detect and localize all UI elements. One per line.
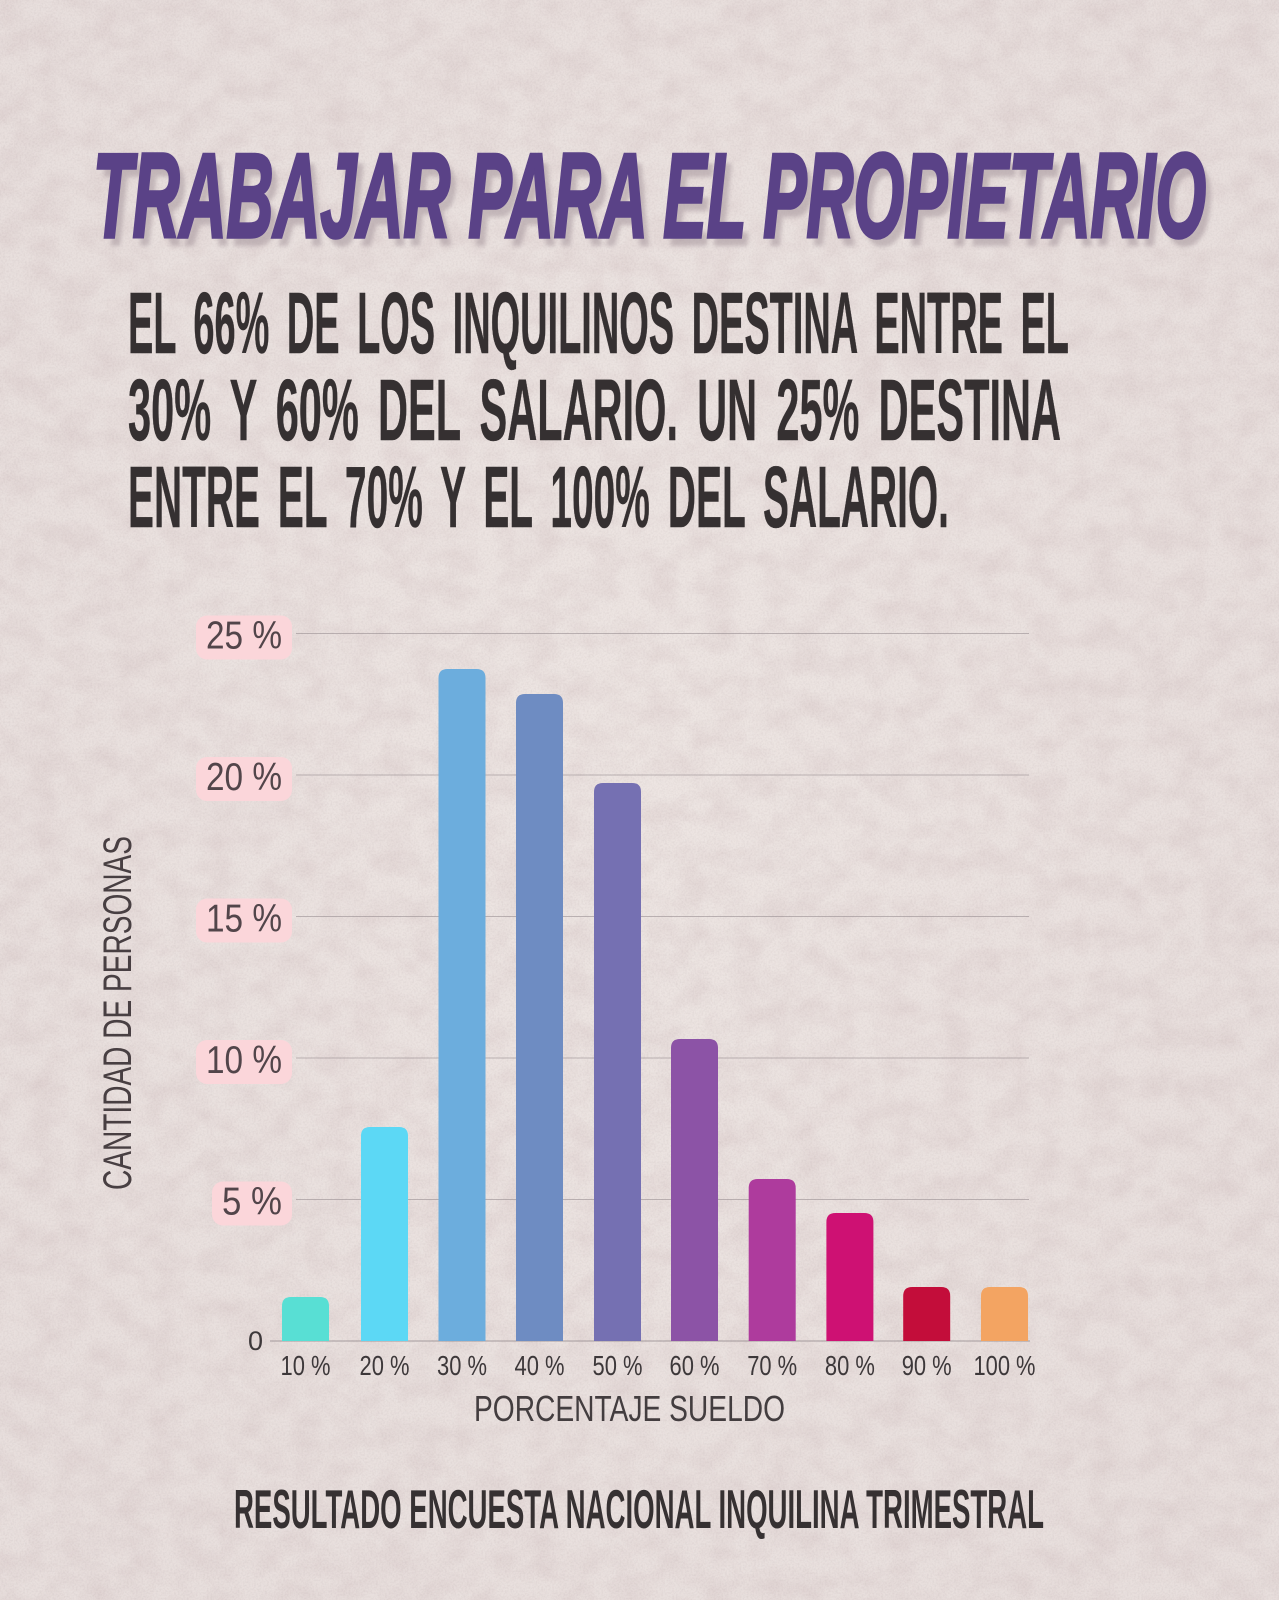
- svg-text:60 %: 60 %: [670, 1350, 720, 1381]
- svg-text:20 %: 20 %: [360, 1350, 410, 1381]
- svg-text:TRABAJAR PARA EL PROPIETARIO: TRABAJAR PARA EL PROPIETARIO: [93, 129, 1206, 263]
- svg-text:10 %: 10 %: [206, 1039, 282, 1082]
- svg-text:5 %: 5 %: [222, 1181, 282, 1224]
- svg-text:20 %: 20 %: [206, 756, 282, 799]
- svg-text:0: 0: [248, 1326, 263, 1356]
- svg-text:30 %: 30 %: [437, 1350, 487, 1381]
- svg-text:25 %: 25 %: [206, 615, 282, 658]
- svg-text:50 %: 50 %: [593, 1350, 643, 1381]
- svg-text:30% Y 60% DEL SALARIO. UN 25%: 30% Y 60% DEL SALARIO. UN 25% DESTINA: [128, 362, 1061, 459]
- svg-text:RESULTADO ENCUESTA NACIONAL IN: RESULTADO ENCUESTA NACIONAL INQUILINA TR…: [234, 1478, 1044, 1540]
- svg-text:TRABAJAR PARA EL PROPIETARIO: TRABAJAR PARA EL PROPIETARIO: [99, 138, 1212, 272]
- svg-text:70 %: 70 %: [747, 1350, 797, 1381]
- svg-text:PORCENTAJE SUELDO: PORCENTAJE SUELDO: [474, 1388, 785, 1429]
- svg-text:15 %: 15 %: [206, 898, 282, 941]
- svg-text:80 %: 80 %: [825, 1350, 875, 1381]
- svg-text:ENTRE EL 70% Y EL 100% DEL SAL: ENTRE EL 70% Y EL 100% DEL SALARIO.: [128, 449, 949, 546]
- svg-text:40 %: 40 %: [515, 1350, 565, 1381]
- svg-text:CANTIDAD DE PERSONAS: CANTIDAD DE PERSONAS: [96, 836, 140, 1190]
- svg-text:10 %: 10 %: [281, 1350, 331, 1381]
- svg-text:100 %: 100 %: [974, 1350, 1036, 1381]
- svg-text:90 %: 90 %: [902, 1350, 952, 1381]
- svg-text:EL 66% DE LOS INQUILINOS DESTI: EL 66% DE LOS INQUILINOS DESTINA ENTRE E…: [128, 275, 1069, 372]
